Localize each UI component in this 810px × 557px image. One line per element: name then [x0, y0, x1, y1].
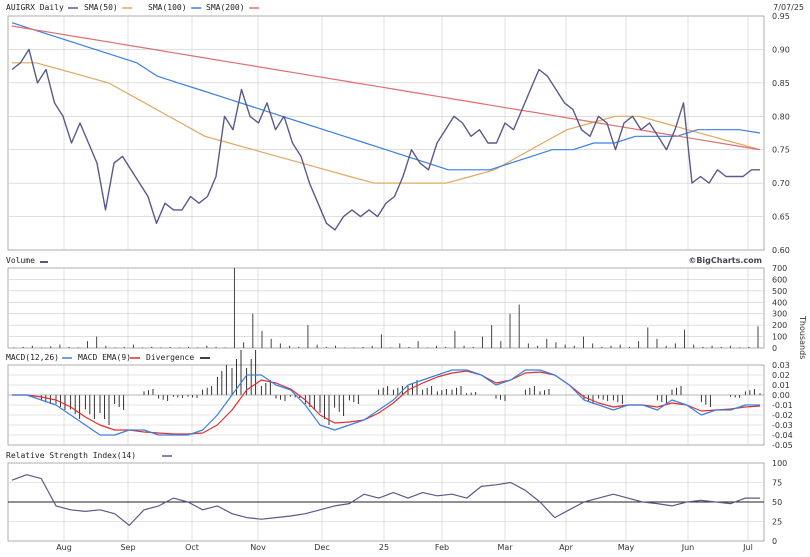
macd-ytick-label: -0.05: [772, 441, 793, 450]
rsi-ytick-label: 75: [772, 479, 782, 488]
price-ytick-label: 0.95: [772, 12, 790, 21]
volume-ytick-label: 700: [772, 264, 787, 273]
sma200-line: [11, 25, 761, 151]
rsi-ytick-label: 25: [772, 518, 782, 527]
macd-ytick-label: 0.01: [772, 381, 790, 390]
x-tick-label: May: [618, 543, 635, 552]
price-chart-title: AUIGRX Daily: [6, 3, 64, 12]
volume-ytick-label: 100: [772, 333, 787, 342]
legend-entry: SMA(100): [148, 3, 187, 12]
legend-entry: Divergence: [146, 353, 194, 362]
sma100-line: [11, 22, 761, 171]
rsi-ytick-label: 50: [772, 498, 782, 507]
x-tick-label: Jul: [742, 543, 753, 552]
legend-entry: MACD EMA(9): [78, 353, 131, 362]
rsi-ytick-label: 0: [772, 537, 777, 546]
macd-ytick-label: 0.02: [772, 371, 790, 380]
rsi-ytick-label: 100: [772, 459, 787, 468]
rsi-line: [11, 474, 760, 527]
price-ytick-label: 0.80: [772, 112, 790, 121]
x-tick-label: Dec: [314, 543, 329, 552]
price-ytick-label: 0.70: [772, 179, 790, 188]
volume-ytick-label: 200: [772, 321, 787, 330]
x-tick-label: Mar: [497, 543, 513, 552]
volume-panel-title: Volume: [6, 256, 35, 265]
macd-ytick-label: -0.04: [772, 431, 793, 440]
macd-ytick-label: -0.02: [772, 411, 793, 420]
price-line: [11, 48, 760, 231]
sma50-line: [12, 62, 761, 184]
volume-panel-frame: [7, 267, 765, 349]
bigcharts-watermark: ©BigCharts.com: [688, 256, 762, 265]
x-tick-label: Jun: [681, 543, 695, 552]
price-ytick-label: 0.85: [772, 79, 790, 88]
x-tick-label: 25: [379, 543, 389, 552]
macd-panel-title: MACD(12,26): [6, 353, 59, 362]
legend-entry: SMA(50): [84, 3, 118, 12]
volume-ytick-label: 600: [772, 275, 787, 284]
rsi-panel-title: Relative Strength Index(14): [6, 451, 136, 460]
volume-ytick-label: 400: [772, 298, 787, 307]
price-ytick-label: 0.60: [772, 246, 790, 255]
volume-ytick-label: 300: [772, 310, 787, 319]
x-tick-label: Apr: [559, 543, 574, 552]
x-tick-label: Aug: [56, 543, 72, 552]
legend-entry: SMA(200): [206, 3, 245, 12]
macd-ytick-label: -0.03: [772, 421, 793, 430]
volume-ytick-label: 0: [772, 344, 777, 353]
x-tick-label: Feb: [435, 543, 449, 552]
macd-line: [12, 369, 760, 436]
volume-axis-label: Thousands: [798, 315, 807, 359]
x-tick-label: Sep: [120, 543, 135, 552]
price-ytick-label: 0.75: [772, 146, 790, 155]
price-ytick-label: 0.90: [772, 45, 790, 54]
macd-ytick-label: 0.00: [772, 391, 790, 400]
price-ytick-label: 0.65: [772, 213, 790, 222]
macd-ytick-label: 0.03: [772, 361, 790, 370]
price-panel-frame: [7, 15, 765, 251]
x-tick-label: Oct: [185, 543, 199, 552]
x-tick-label: Nov: [250, 543, 266, 552]
volume-ytick-label: 500: [772, 287, 787, 296]
chart-date: 7/07/25: [773, 3, 804, 12]
macd-ytick-label: -0.01: [772, 401, 793, 410]
